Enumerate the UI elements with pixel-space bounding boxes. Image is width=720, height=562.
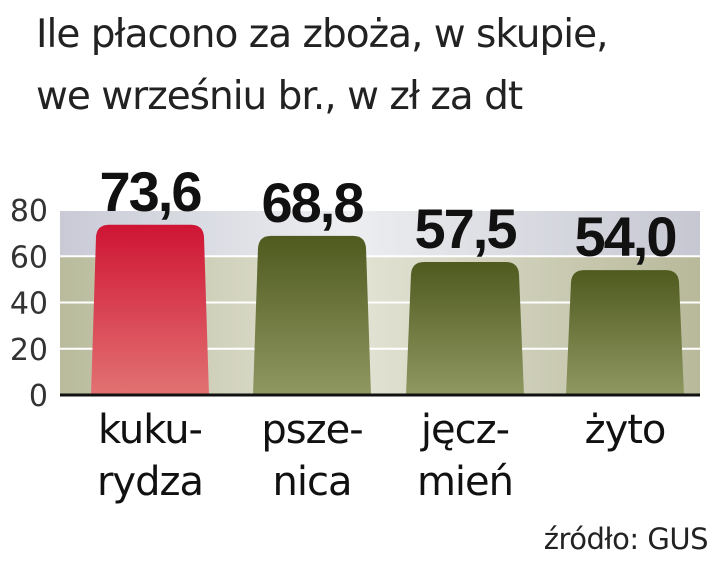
- bar: [91, 224, 209, 395]
- y-tick-label: 20: [10, 333, 48, 368]
- y-tick-label: 80: [10, 194, 48, 229]
- bar: [253, 235, 371, 395]
- x-tick-label: żyto: [585, 407, 666, 453]
- bar: [566, 270, 684, 395]
- y-tick-label: 60: [10, 240, 48, 275]
- x-tick-label: rydza: [97, 459, 203, 505]
- chart-title: Ile płacono za zboża, w skupie, we wrześ…: [36, 4, 716, 128]
- chart-title-line-1: Ile płacono za zboża, w skupie,: [36, 12, 608, 57]
- x-tick-label: mień: [417, 459, 513, 505]
- value-label: 57,5: [415, 197, 517, 260]
- y-tick-label: 0: [29, 379, 48, 414]
- source-note: źródło: GUS: [543, 522, 709, 556]
- bar: [406, 262, 524, 395]
- x-tick-label: nica: [273, 459, 352, 505]
- y-tick-labels: 0 20 40 60 80: [10, 194, 48, 414]
- x-tick-label: psze-: [261, 407, 362, 453]
- value-labels: 73,6 68,8 57,5 54,0: [100, 160, 678, 268]
- value-label: 73,6: [100, 160, 202, 223]
- y-tick-label: 40: [10, 287, 48, 322]
- x-tick-label: jęcz-: [420, 407, 509, 453]
- chart-title-line-2: we wrześniu br., w zł za dt: [36, 74, 523, 119]
- value-label: 68,8: [262, 171, 364, 234]
- x-tick-labels: kuku-rydza psze-nica jęcz-mień żyto: [97, 407, 666, 505]
- bars: [91, 224, 684, 395]
- x-tick-label: kuku-: [98, 407, 202, 453]
- bar-chart: 0 20 40 60 80 73,6 68,8 57,5 54,0 kuku-rydza psz…: [10, 160, 700, 505]
- value-label: 54,0: [575, 205, 676, 268]
